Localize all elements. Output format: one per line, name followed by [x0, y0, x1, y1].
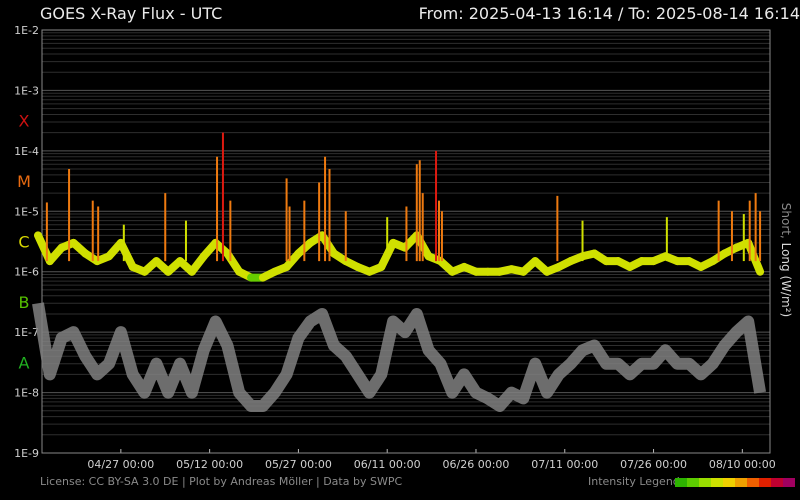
flare-class-c: C — [18, 233, 29, 252]
legend-swatch — [699, 478, 711, 487]
legend-swatch — [759, 478, 771, 487]
legend-swatch — [771, 478, 783, 487]
legend-swatch — [735, 478, 747, 487]
legend-swatch — [783, 478, 795, 487]
x-tick-label: 07/11 00:00 — [531, 458, 598, 471]
series-short-line — [32, 302, 767, 412]
legend-swatch — [675, 478, 687, 487]
range-separator: / — [618, 4, 624, 23]
flare-class-b: B — [19, 293, 30, 312]
y-tick-label: 1E-2 — [14, 24, 39, 37]
intensity-legend-label: Intensity Legend — [588, 475, 680, 488]
time-range: From: 2025-04-13 16:14 / To: 2025-08-14 … — [419, 4, 800, 23]
x-tick-label: 05/12 00:00 — [176, 458, 243, 471]
x-tick-label: 05/27 00:00 — [265, 458, 332, 471]
y-tick-label: 1E-4 — [14, 145, 39, 158]
y-tick-label: 1E-9 — [14, 447, 39, 460]
flare-class-x: X — [19, 112, 30, 131]
legend-swatch — [747, 478, 759, 487]
x-tick-label: 07/26 00:00 — [620, 458, 687, 471]
y-tick-label: 1E-6 — [14, 266, 39, 279]
y-tick-label: 1E-3 — [14, 84, 39, 97]
y-axis-label-short: Short — [779, 202, 793, 235]
legend-swatch — [687, 478, 699, 487]
x-tick-label: 08/10 00:00 — [709, 458, 776, 471]
y-tick-label: 1E-7 — [14, 326, 39, 339]
credits-text: License: CC BY-SA 3.0 DE | Plot by Andre… — [40, 475, 403, 488]
y-axis-label: Short, Long (W/m²) — [779, 203, 793, 317]
x-tick-label: 04/27 00:00 — [87, 458, 154, 471]
chart-title: GOES X-Ray Flux - UTC — [40, 4, 223, 23]
flare-class-a: A — [19, 353, 30, 372]
legend-swatch — [711, 478, 723, 487]
from-label: From: — [418, 4, 464, 23]
from-value: 2025-04-13 16:14 — [468, 4, 613, 23]
y-tick-label: 1E-5 — [14, 205, 39, 218]
to-label: To: — [628, 4, 651, 23]
legend-swatch — [723, 478, 735, 487]
intensity-legend-bar — [675, 478, 795, 487]
y-axis-label-long: Long (W/m²) — [779, 242, 793, 318]
x-tick-label: 06/11 00:00 — [354, 458, 421, 471]
flare-class-m: M — [17, 172, 31, 191]
to-value: 2025-08-14 16:14 — [655, 4, 800, 23]
y-axis-label-separator: , — [779, 234, 793, 243]
x-tick-label: 06/26 00:00 — [443, 458, 510, 471]
series-long-segment — [116, 238, 137, 271]
y-tick-label: 1E-8 — [14, 387, 39, 400]
